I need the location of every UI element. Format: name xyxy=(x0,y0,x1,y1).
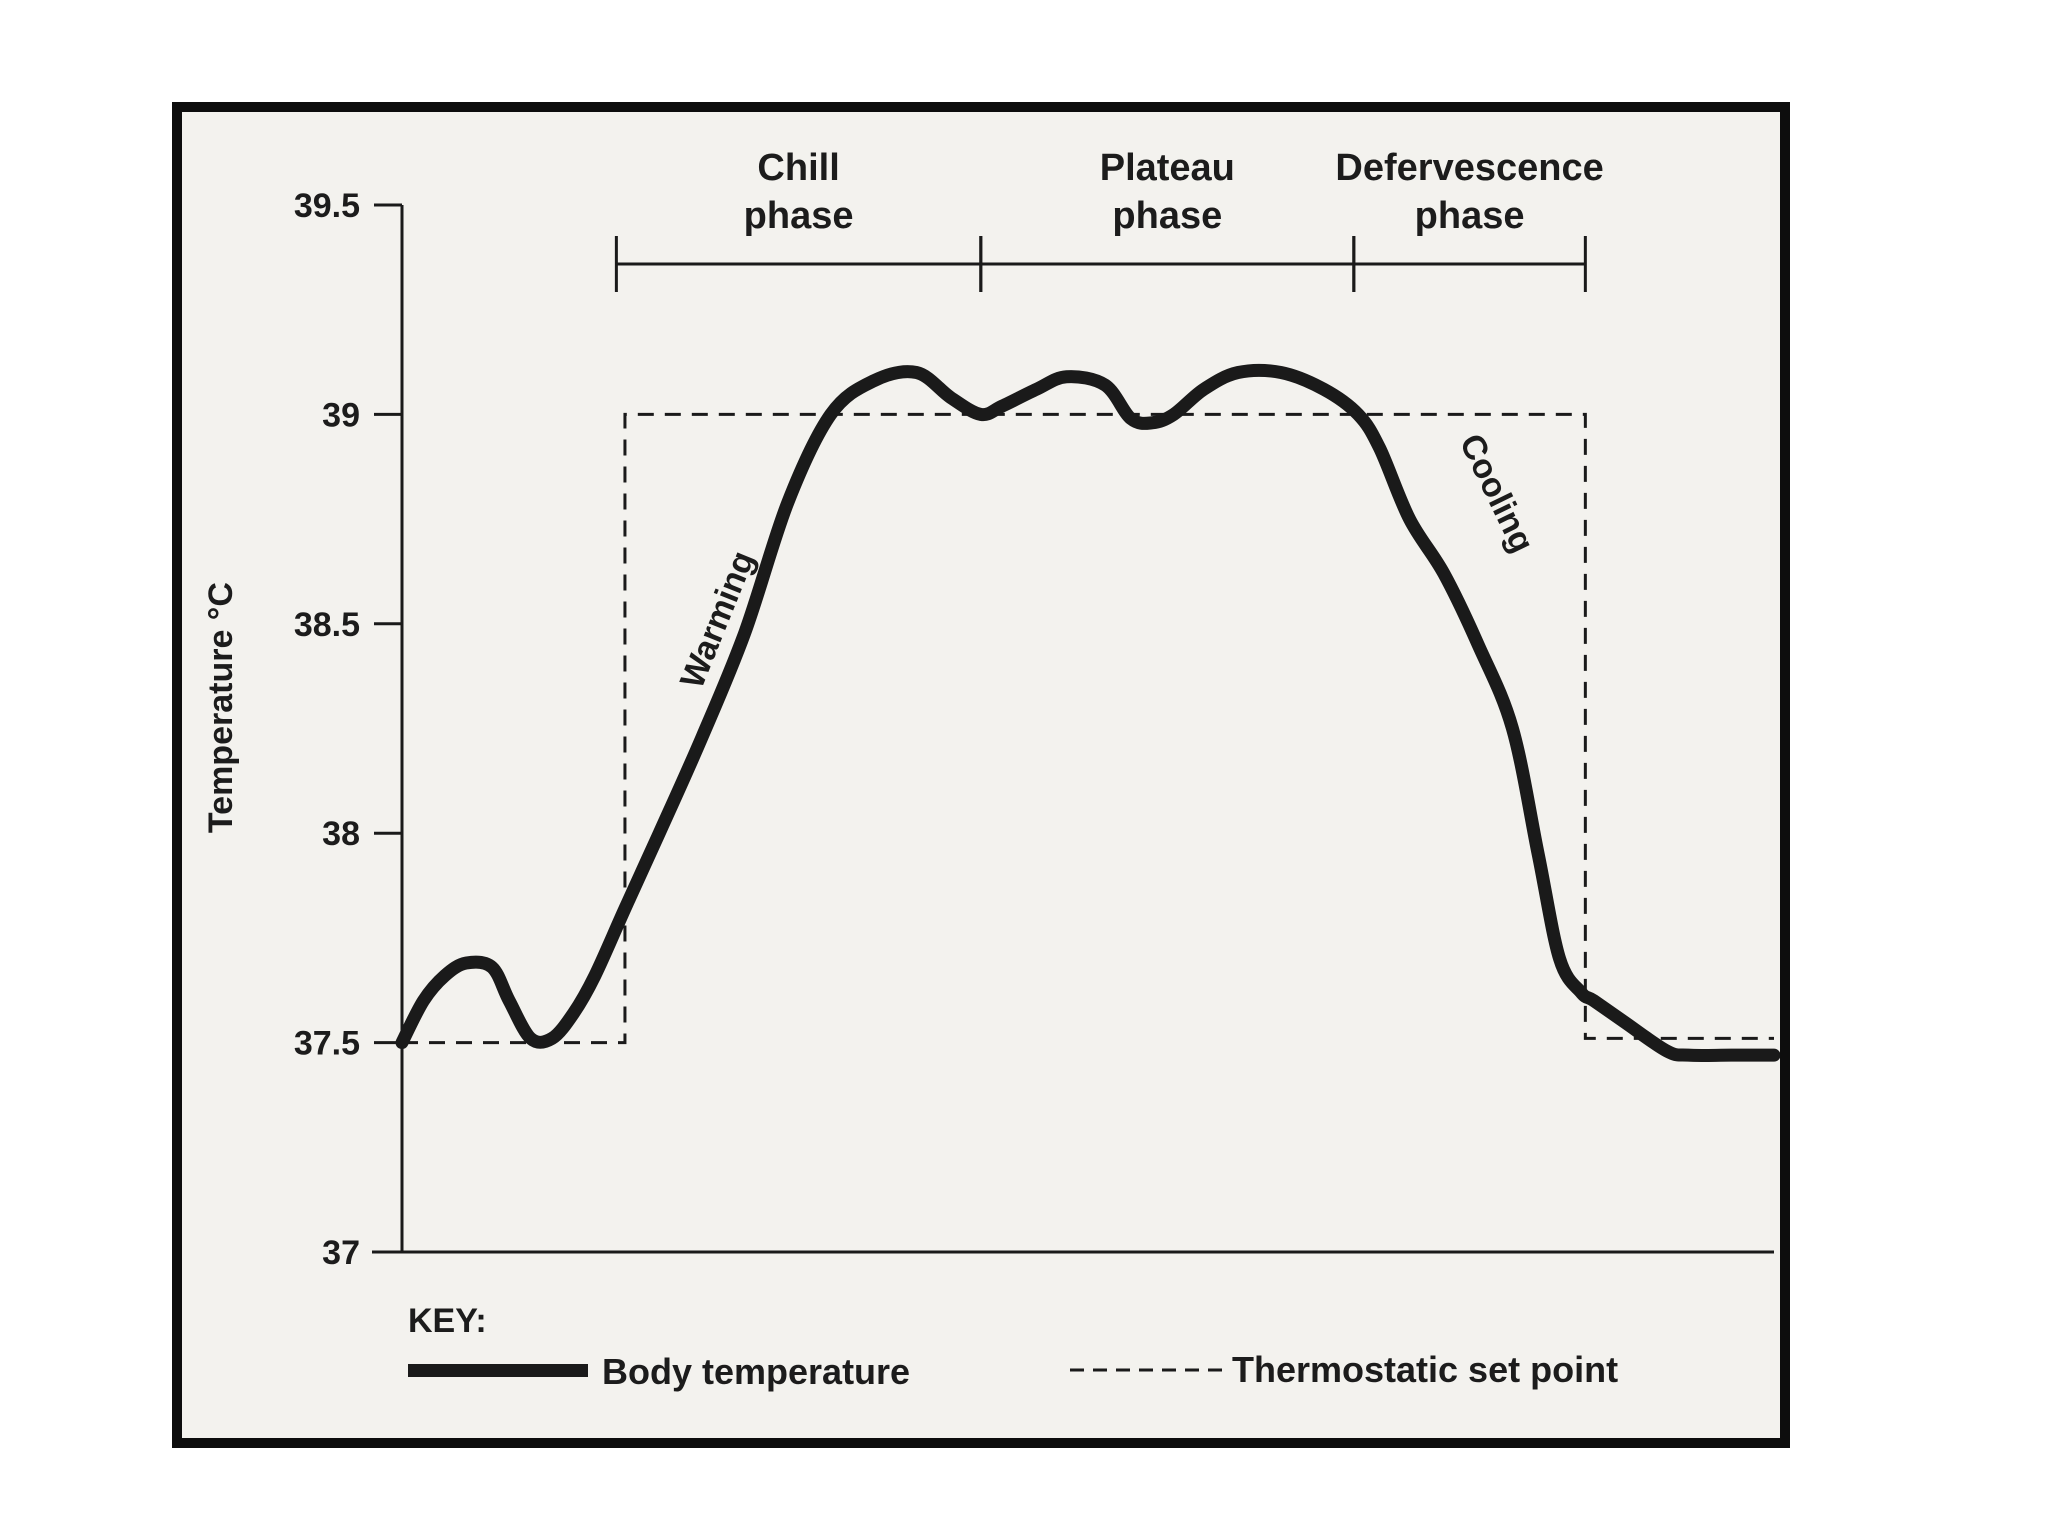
phase-label-line2: phase xyxy=(1112,195,1222,237)
y-tick-label: 38 xyxy=(322,815,360,853)
legend-set-point-label: Thermostatic set point xyxy=(1232,1349,1618,1390)
y-ticks: 37 37.5 38 38.5 39 39.5 xyxy=(294,187,402,1272)
phase-label-line2: phase xyxy=(1415,195,1525,237)
phase-label-line2: phase xyxy=(744,195,854,237)
legend: KEY: Body temperature Thermostatic set p… xyxy=(408,1302,1618,1392)
chart-panel: 37 37.5 38 38.5 39 39.5 Temperature °C Chill p… xyxy=(182,112,1780,1438)
phase-label-line1: Chill xyxy=(757,147,839,189)
legend-title: KEY: xyxy=(408,1302,487,1340)
y-tick-label: 37.5 xyxy=(294,1025,360,1063)
chart-frame: 37 37.5 38 38.5 39 39.5 Temperature °C Chill p… xyxy=(172,102,1790,1448)
annotation-cooling: Cooling xyxy=(1452,428,1542,558)
legend-body-temperature-label: Body temperature xyxy=(602,1351,910,1392)
y-tick-label: 39 xyxy=(322,396,360,434)
fever-chart: 37 37.5 38 38.5 39 39.5 Temperature °C Chill p… xyxy=(202,147,1780,1392)
series-thermostatic-set-point xyxy=(402,412,1774,1045)
axes xyxy=(372,205,1774,1254)
legend-body-temperature-swatch xyxy=(408,1364,588,1377)
y-tick-label: 39.5 xyxy=(294,187,360,225)
series-body-temperature xyxy=(395,363,1780,1062)
y-tick-label: 37 xyxy=(322,1234,360,1272)
y-axis-label: Temperature °C xyxy=(202,582,240,833)
phase-brackets: Chill phase Plateau phase Defervescence phase xyxy=(614,147,1604,292)
y-tick-label: 38.5 xyxy=(294,606,360,644)
phase-label-line1: Plateau xyxy=(1100,147,1235,189)
phase-label-line1: Defervescence xyxy=(1335,147,1603,189)
